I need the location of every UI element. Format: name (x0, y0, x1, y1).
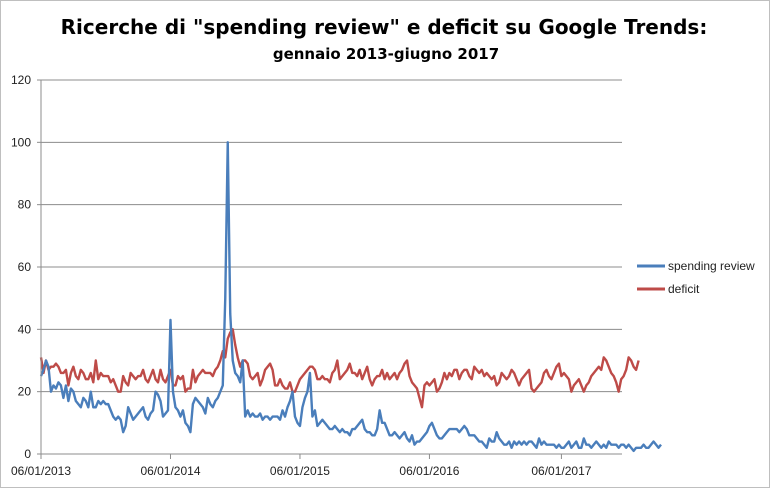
y-tick-label: 20 (18, 385, 32, 399)
x-tick-label: 06/01/2016 (399, 464, 459, 478)
series-line-deficit (39, 328, 640, 409)
chart-title: Ricerche di "spending review" e deficit … (61, 15, 708, 39)
legend-label-deficit: deficit (668, 282, 700, 296)
y-tick-label: 40 (18, 322, 32, 336)
x-tick-label: 06/01/2014 (140, 464, 200, 478)
axis-layer: 0 20 40 60 80 100 120 06/01/2013 06/01/2014 06/01… (11, 73, 622, 478)
chart-subtitle: gennaio 2013-giugno 2017 (273, 45, 499, 63)
series-layer (39, 141, 662, 453)
y-tick-label: 60 (18, 260, 32, 274)
y-tick-label: 0 (24, 447, 31, 461)
y-tick-label: 100 (11, 135, 31, 149)
legend: spending review deficit (637, 259, 755, 296)
y-tick-label: 80 (18, 198, 32, 212)
legend-label-spending-review: spending review (668, 259, 755, 273)
x-tick-label: 06/01/2013 (11, 464, 71, 478)
grid-layer (41, 79, 622, 393)
x-tick-label: 06/01/2017 (531, 464, 591, 478)
y-tick-label: 120 (11, 73, 31, 87)
series-line-spending-review (39, 141, 662, 453)
x-tick-label: 06/01/2015 (270, 464, 330, 478)
